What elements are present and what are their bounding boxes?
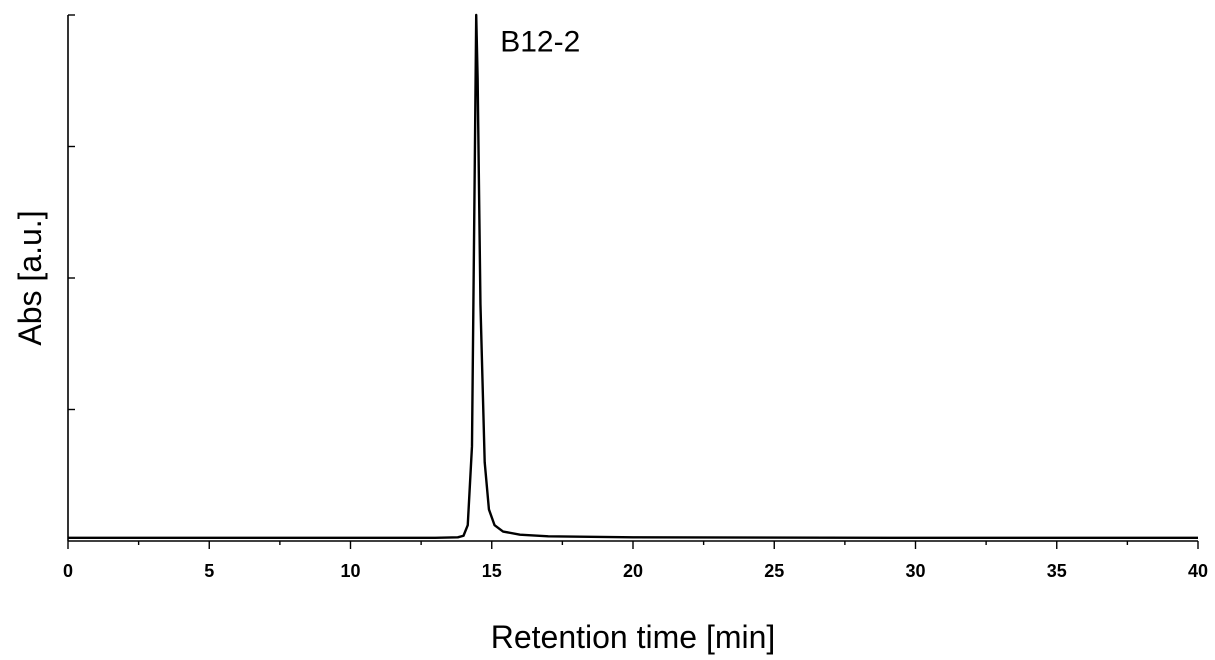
x-tick-label: 10 bbox=[340, 561, 360, 581]
x-tick-label: 20 bbox=[623, 561, 643, 581]
chromatogram-trace bbox=[68, 13, 1198, 540]
x-tick-label: 40 bbox=[1188, 561, 1208, 581]
x-tick-label: 35 bbox=[1047, 561, 1067, 581]
peak-annotation-label: B12-2 bbox=[500, 25, 580, 58]
axes bbox=[67, 15, 1198, 542]
ticks: 0 5 10 15 20 25 30 35 40 bbox=[63, 14, 1208, 581]
y-axis-title: Abs [a.u.] bbox=[12, 210, 48, 345]
x-axis-title: Retention time [min] bbox=[491, 619, 776, 655]
trace-layer bbox=[68, 13, 1198, 540]
x-tick-label: 15 bbox=[482, 561, 502, 581]
x-tick-label: 0 bbox=[63, 561, 73, 581]
x-tick-label: 30 bbox=[905, 561, 925, 581]
x-tick-label: 5 bbox=[204, 561, 214, 581]
x-tick-label: 25 bbox=[764, 561, 784, 581]
